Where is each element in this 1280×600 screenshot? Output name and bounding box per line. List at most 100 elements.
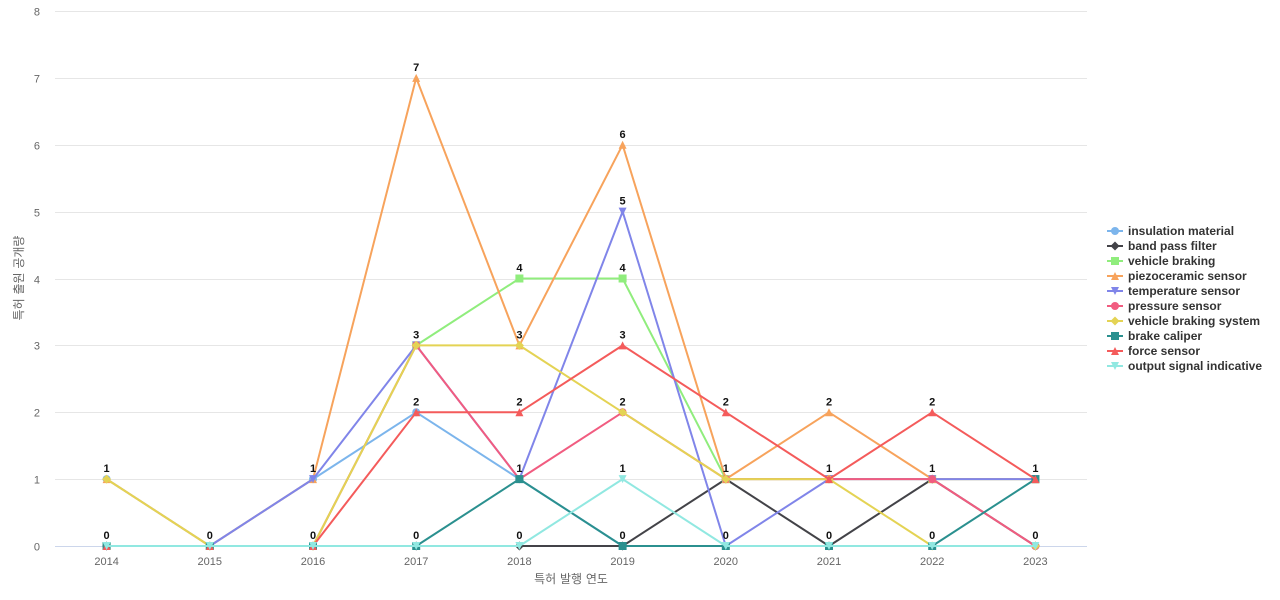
legend-label: band pass filter	[1128, 239, 1217, 253]
data-point	[309, 542, 317, 550]
legend-label: pressure sensor	[1128, 299, 1222, 313]
data-point	[412, 542, 421, 550]
data-point	[825, 542, 833, 550]
data-point	[618, 140, 627, 149]
data-point	[618, 341, 627, 350]
legend-item-pressure-sensor[interactable]: pressure sensor	[1107, 299, 1222, 313]
data-point	[102, 542, 111, 550]
data-point	[412, 408, 421, 417]
y-tick-label: 8	[34, 7, 40, 19]
data-label: 5	[620, 196, 626, 208]
data-point	[618, 274, 627, 283]
x-tick-label: 2023	[1023, 556, 1047, 568]
data-label: 2	[929, 396, 935, 408]
data-point	[102, 474, 112, 484]
legend-label: vehicle braking	[1128, 254, 1215, 268]
legend-item-brake-caliper[interactable]: brake caliper	[1107, 329, 1202, 343]
legend-label: brake caliper	[1128, 329, 1202, 343]
data-label: 0	[207, 530, 213, 542]
y-tick-label: 4	[34, 275, 40, 287]
series-line	[105, 478, 1037, 547]
data-point	[721, 408, 730, 417]
y-tick-label: 5	[34, 208, 40, 220]
legend-symbol	[1110, 241, 1120, 251]
data-label: 4	[620, 263, 627, 275]
y-axis: 0 1 2 3 4 5 6 7 8	[34, 7, 40, 554]
y-tick-label: 2	[34, 408, 40, 420]
legend-symbol	[1111, 272, 1119, 280]
series-output-signal-indicative	[102, 475, 1040, 550]
data-label: 6	[620, 129, 626, 141]
legend-symbol	[1111, 302, 1119, 310]
data-point	[205, 542, 214, 550]
legend-item-piezoceramic-sensor[interactable]: piezoceramic sensor	[1107, 269, 1247, 283]
legend-label: piezoceramic sensor	[1128, 269, 1247, 283]
data-point	[1031, 475, 1040, 484]
data-label: 0	[310, 530, 316, 542]
legend-symbol	[1111, 332, 1119, 340]
data-point	[825, 475, 833, 484]
legend-label: vehicle braking system	[1128, 314, 1260, 328]
data-point	[721, 474, 731, 484]
legend-symbol	[1110, 316, 1120, 326]
data-label: 4	[516, 263, 523, 275]
legend-item-insulation-material[interactable]: insulation material	[1107, 224, 1234, 238]
data-point	[618, 475, 627, 484]
legend-item-temperature-sensor[interactable]: temperature sensor	[1107, 284, 1240, 298]
data-label: 0	[826, 530, 832, 542]
x-tick-label: 2017	[404, 556, 428, 568]
y-tick-label: 0	[34, 542, 40, 554]
data-label: 3	[516, 329, 522, 341]
data-label: 1	[826, 463, 832, 475]
data-label: 2	[620, 396, 626, 408]
legend-item-output-signal-indicative[interactable]: output signal indicative	[1107, 359, 1262, 373]
data-label: 0	[620, 530, 626, 542]
data-label: 0	[929, 530, 935, 542]
legend-item-vehicle-braking[interactable]: vehicle braking	[1107, 254, 1215, 268]
x-tick-label: 2016	[301, 556, 325, 568]
data-point	[928, 408, 937, 417]
x-tick-label: 2022	[920, 556, 944, 568]
legend-label: output signal indicative	[1128, 359, 1262, 373]
data-label: 3	[413, 329, 419, 341]
legend-item-vehicle-braking-system[interactable]: vehicle braking system	[1107, 314, 1260, 328]
data-label: 1	[929, 463, 935, 475]
x-tick-label: 2020	[714, 556, 738, 568]
legend-symbol	[1111, 287, 1119, 295]
series-line	[105, 76, 1037, 547]
legend-item-band-pass-filter[interactable]: band pass filter	[1107, 239, 1217, 253]
data-point	[618, 207, 627, 216]
data-point	[618, 542, 627, 550]
data-label: 2	[723, 396, 729, 408]
x-tick-label: 2018	[507, 556, 531, 568]
data-label: 1	[310, 463, 316, 475]
data-point	[515, 408, 524, 417]
series-pressure-sensor	[102, 341, 1040, 550]
x-tick-label: 2014	[94, 556, 118, 568]
legend-symbol	[1111, 227, 1119, 235]
data-label: 0	[1032, 530, 1038, 542]
data-label: 7	[413, 62, 419, 74]
legend-item-force-sensor[interactable]: force sensor	[1107, 344, 1200, 358]
data-point	[928, 542, 937, 550]
data-label: 0	[723, 530, 729, 542]
data-point	[721, 542, 730, 550]
y-tick-label: 6	[34, 141, 40, 153]
data-point	[412, 73, 421, 82]
x-tick-label: 2019	[610, 556, 634, 568]
legend-label: insulation material	[1128, 224, 1234, 238]
data-point	[618, 407, 628, 417]
data-label: 1	[516, 463, 522, 475]
data-label: 2	[826, 396, 832, 408]
data-point	[825, 408, 833, 417]
legend-label: force sensor	[1128, 344, 1200, 358]
data-labels: 1 0 0 1 0 7 3 2 0 4 3 2 1 0 6 5 4 3 2 1 0 2 1 0 2 1 0 2 1 0 1 0	[104, 62, 1039, 542]
data-point	[515, 542, 524, 550]
data-point	[411, 340, 421, 350]
series-line	[105, 344, 1037, 547]
data-label: 3	[620, 329, 626, 341]
data-point	[309, 475, 317, 484]
data-label: 0	[516, 530, 522, 542]
series-group	[102, 73, 1040, 551]
